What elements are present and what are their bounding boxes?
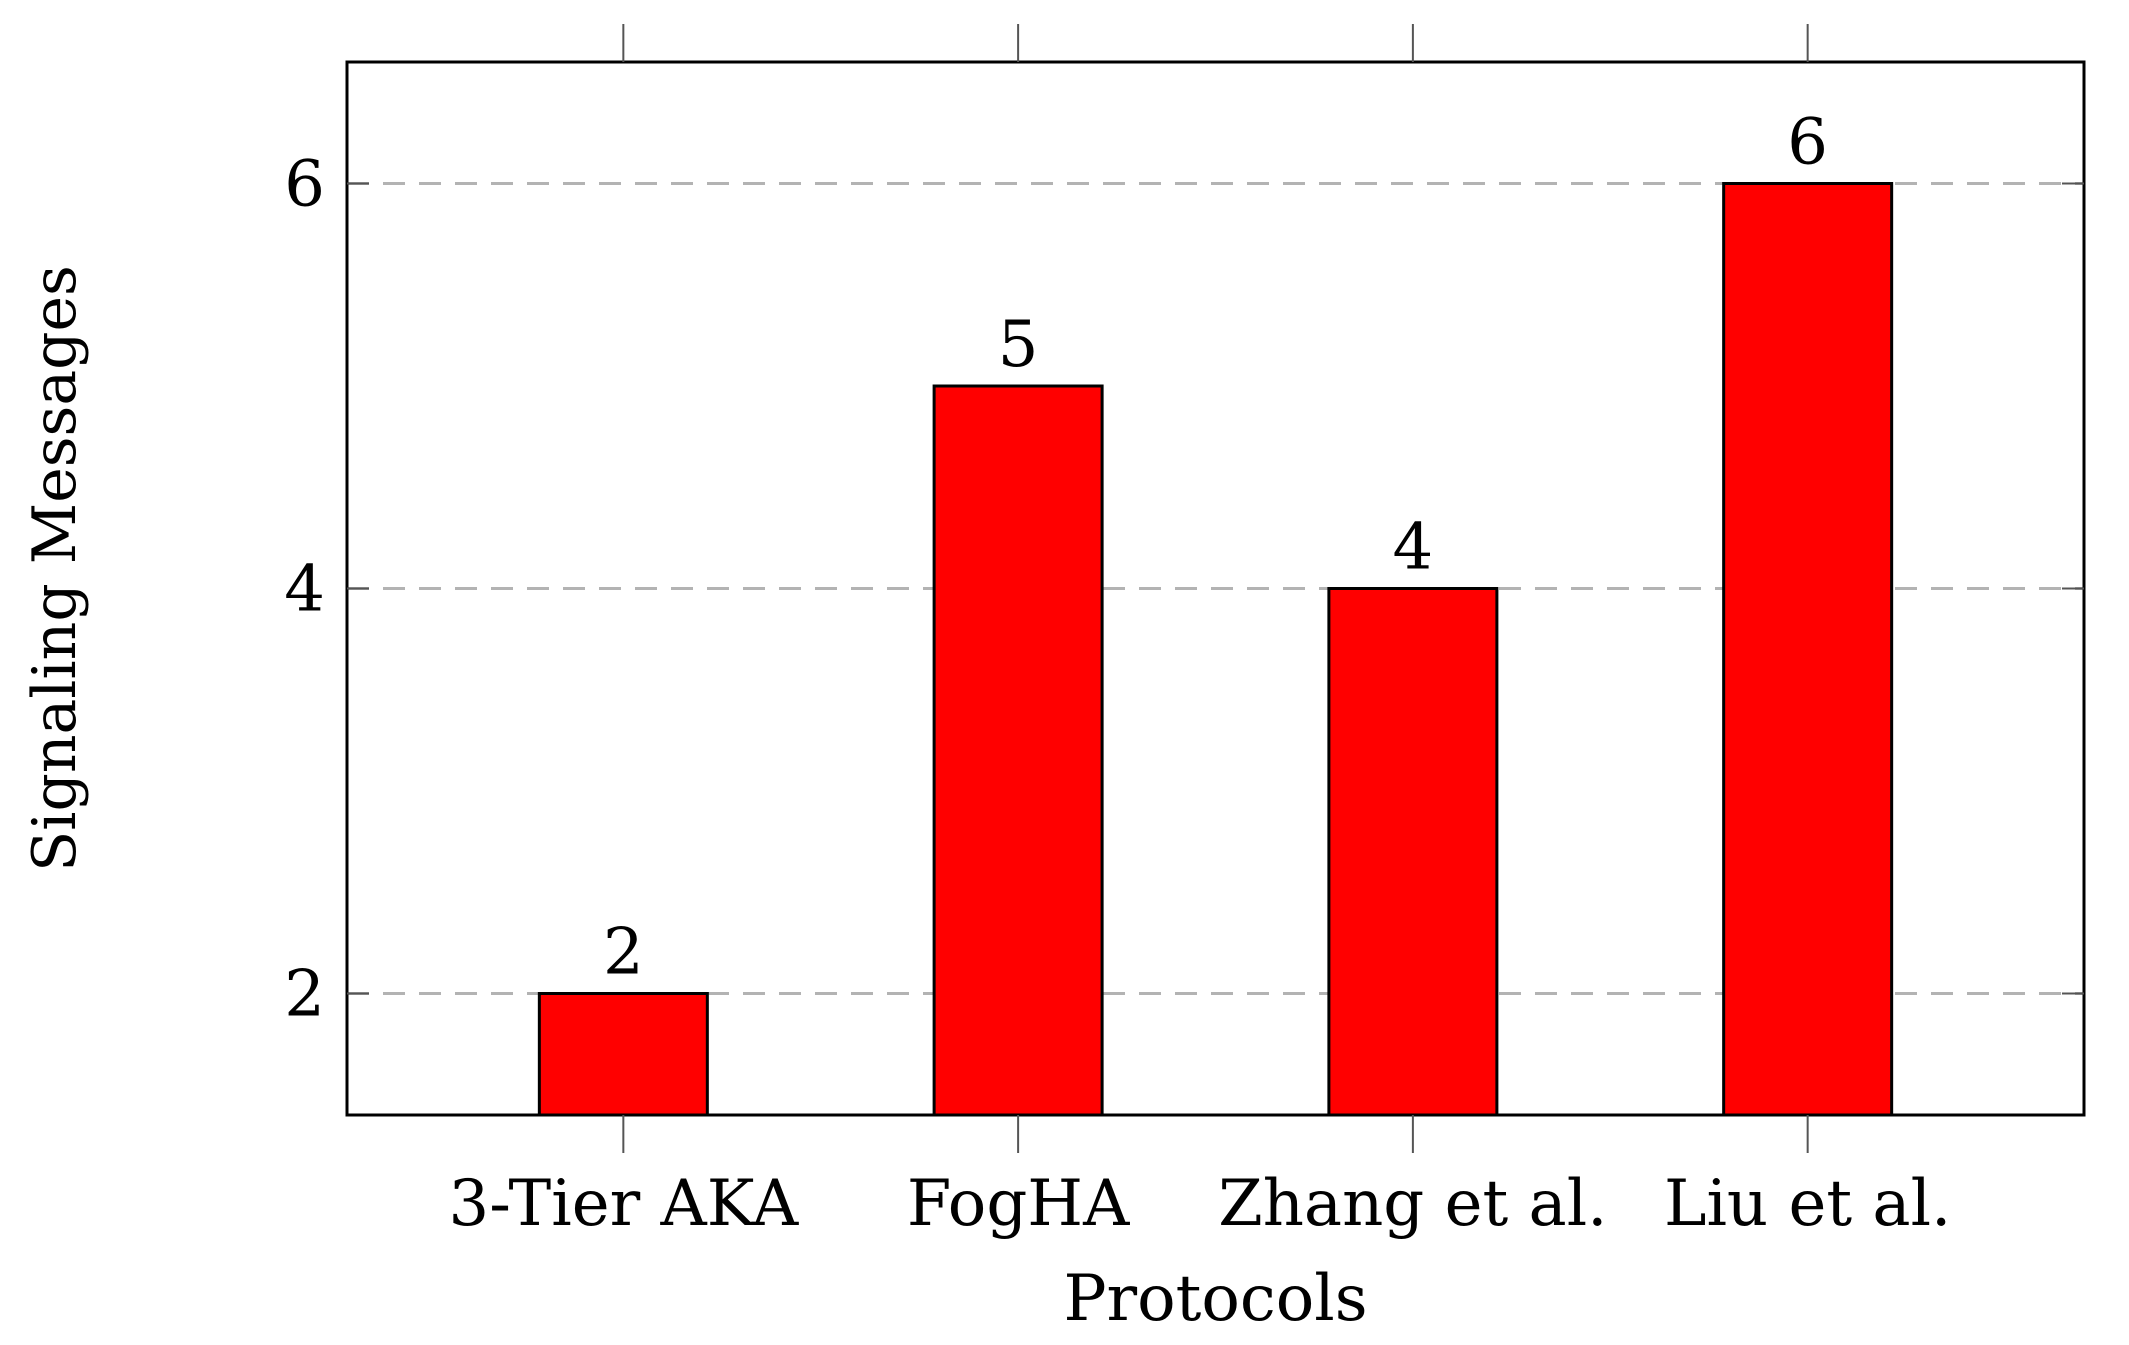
tick-marks xyxy=(347,24,2084,1153)
y-tick-label: 6 xyxy=(284,148,325,222)
y-axis-title: Signaling Messages xyxy=(20,265,90,872)
bar xyxy=(932,384,1104,1117)
x-tick-label: 3-Tier AKA xyxy=(448,1167,798,1241)
y-tick-label: 4 xyxy=(284,553,325,627)
data-label: 4 xyxy=(1393,511,1434,585)
x-tick-label: Liu et al. xyxy=(1664,1167,1951,1241)
data-label: 6 xyxy=(1787,106,1828,180)
x-tick-label: FogHA xyxy=(907,1167,1130,1241)
bars xyxy=(537,182,1894,1117)
x-tick-label: Zhang et al. xyxy=(1218,1167,1607,1241)
x-axis-title: Protocols xyxy=(1063,1262,1367,1336)
bar xyxy=(1722,182,1894,1117)
data-label: 2 xyxy=(603,916,644,990)
y-tick-label: 2 xyxy=(284,958,325,1032)
bar xyxy=(1327,587,1499,1117)
data-label: 5 xyxy=(998,308,1039,382)
labels: 2 4 6 2 3-Tier AKA 5 FogHA 4 Zhang et al. 6 Liu et… xyxy=(284,106,1951,1242)
bar xyxy=(537,992,709,1117)
